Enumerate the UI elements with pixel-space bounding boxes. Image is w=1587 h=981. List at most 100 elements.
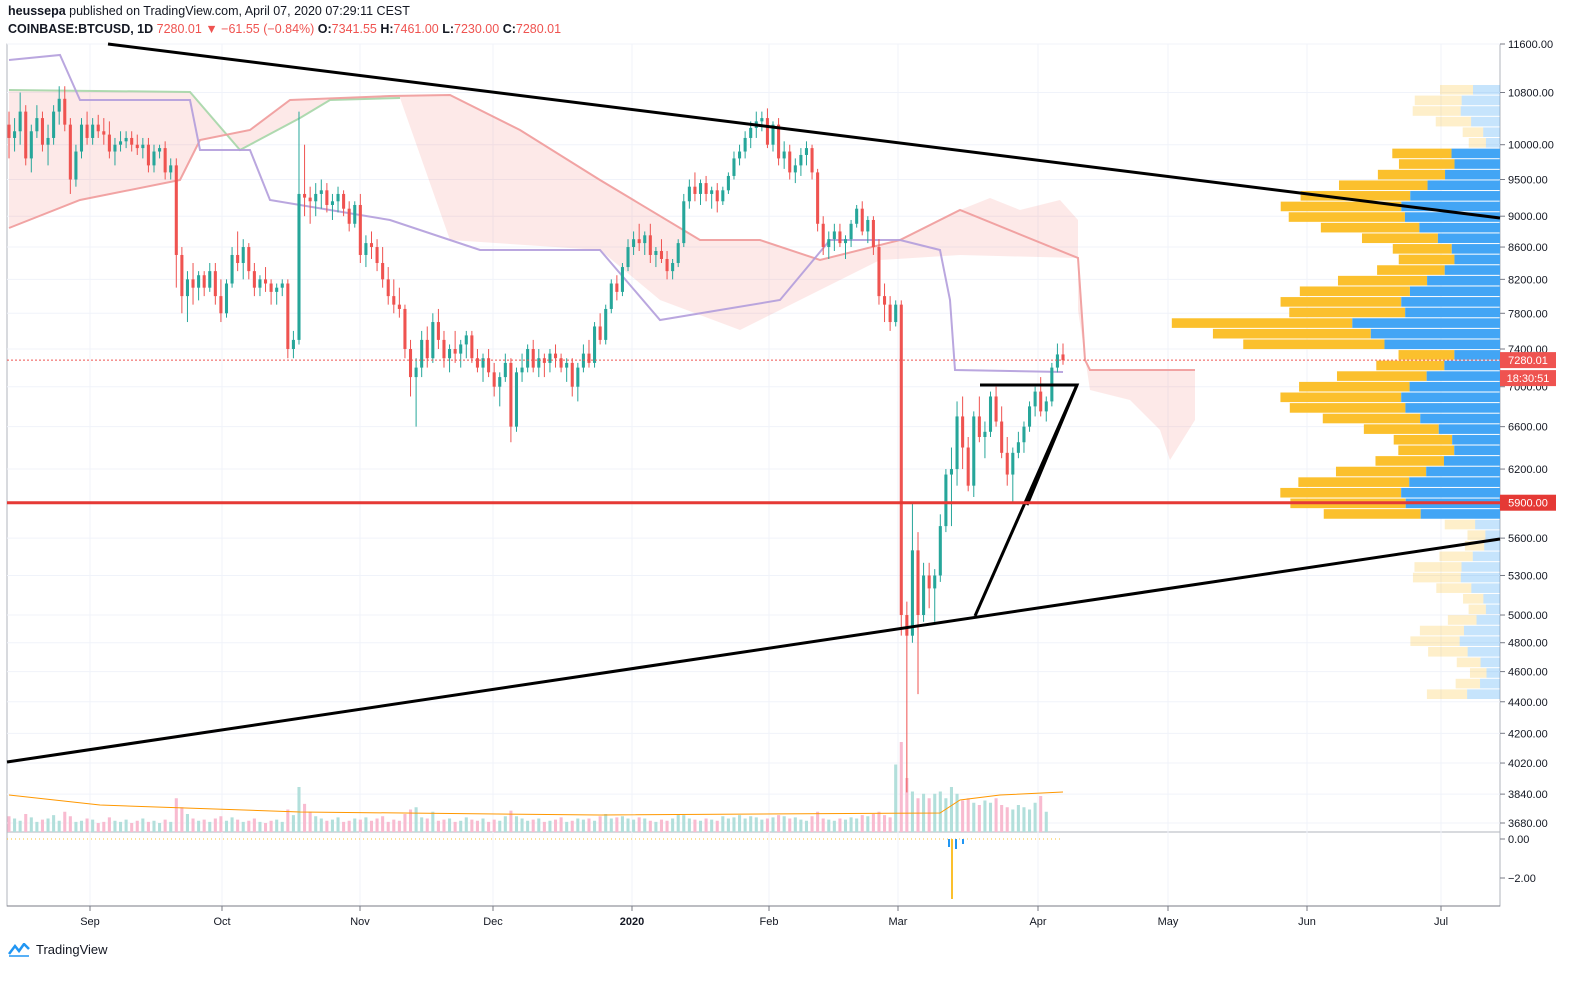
candle [414,358,418,427]
candle [1055,343,1059,373]
candle-body [1061,354,1065,361]
candle-body [397,304,401,309]
time-tick-label: May [1158,916,1179,928]
volume-bar [804,820,809,832]
candle [961,396,965,470]
candle-body [570,362,574,387]
vp-row-sell [1463,593,1484,604]
time-tick-label: Apr [1029,916,1046,928]
vp-row-buy [1401,297,1500,307]
volume-bar [63,811,67,832]
volume-bar [587,818,591,832]
vp-row-buy [1454,254,1500,265]
volume-bar [665,820,669,832]
candle [659,239,664,264]
candle-body [130,137,134,145]
volume-bar [91,819,95,832]
candle [1061,343,1065,365]
candle [286,279,290,359]
open-label: O: [317,22,332,36]
publisher-name[interactable]: heussepa [8,4,66,18]
volume-bar [966,798,970,832]
vp-row-sell [1440,85,1473,95]
price-tick-label: 4400.00 [1508,697,1548,709]
vp-row-buy [1467,646,1500,657]
candle-body [994,396,998,422]
candle-body [113,144,117,152]
volume-bar [130,823,134,832]
candle [258,275,262,297]
candle-body [977,416,981,437]
volume-bar [492,819,496,832]
candle [397,287,401,318]
vp-row-sell [1464,540,1485,551]
volume-bar [146,821,150,832]
vp-row-buy [1475,519,1500,530]
trendline-drawings[interactable] [6,42,1501,764]
candle-body [163,148,167,173]
vp-row-sell [1289,403,1406,413]
candle-body [832,231,836,240]
candle [7,111,11,159]
time-tick-label: Jun [1298,916,1316,928]
close-value: 7280.01 [515,22,562,36]
candle [810,144,814,180]
kijun-sen [8,53,1064,373]
candle-body [520,367,524,373]
candle-body [710,190,714,194]
candle-body [18,111,22,132]
candle-body [682,201,686,244]
volume-bar [325,820,329,832]
candle [994,386,998,427]
footer-brand[interactable]: TradingView [36,942,108,957]
candle [498,372,502,407]
candle [743,131,747,159]
candle [40,111,44,152]
candle [453,330,457,363]
vp-row-sell [1289,307,1406,318]
volume-bar [1044,811,1048,832]
price-tick-label: 5600.00 [1508,533,1548,545]
candle-body [894,304,898,323]
candle-body [258,279,262,288]
candlesticks [7,86,1065,793]
candle [643,231,647,255]
vp-row-sell [1212,328,1371,339]
candle [91,118,95,145]
candle [68,118,72,194]
symbol-name[interactable]: COINBASE:BTCUSD, 1D [8,22,154,36]
volume-bar [576,818,580,832]
vp-row-sell [1456,657,1481,668]
last-price: 7280.01 [156,22,202,36]
volume-bar [68,816,72,832]
volume-bar [793,817,797,832]
candle [671,258,675,280]
vp-row-buy [1452,434,1500,445]
candle [52,105,56,145]
candle-body [593,326,597,363]
vp-row-buy [1352,318,1500,328]
volume-bar [838,818,842,832]
volume-bar [944,798,948,832]
volume-bar [202,819,206,832]
candle [520,353,524,382]
candle [141,137,145,159]
vp-row-sell [1398,159,1455,169]
candle-body [676,243,680,264]
volume-bar [197,820,201,832]
volume-bar [364,817,368,832]
volume-bar [977,805,981,832]
volume-bar [832,820,836,832]
candle [559,353,563,373]
candle-body [358,204,362,255]
vp-row-buy [1486,668,1500,678]
horizontal-level-label: 5900.00 [1508,498,1548,510]
vp-row-sell [1280,201,1402,212]
volume-bar [392,819,396,832]
candle-body [308,197,312,202]
volume-bar [542,821,546,832]
volume-bar [771,817,775,832]
candle-body [46,137,50,145]
candle-body [916,550,920,616]
